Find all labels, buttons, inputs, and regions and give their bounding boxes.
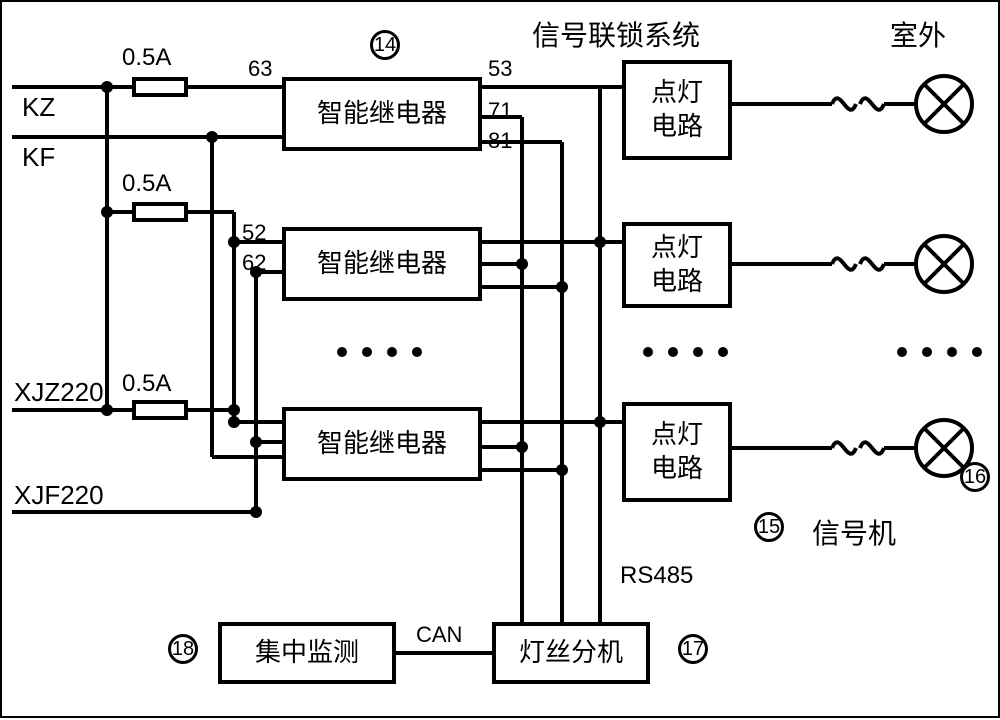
pin-81-label: 81 [488, 128, 512, 154]
can-label: CAN [416, 622, 462, 648]
relay-box-2: 智能继电器 [282, 227, 482, 301]
light-box-2: 点灯 电路 [622, 222, 732, 308]
interlock-header-label: 信号联锁系统 [532, 14, 700, 54]
central-monitor-box: 集中监测 [218, 622, 396, 684]
filament-ext-box: 灯丝分机 [492, 622, 650, 684]
circled-18: 18 [168, 634, 198, 664]
signal-machine-label: 信号机 [812, 512, 896, 552]
fuse-2-label: 0.5A [122, 170, 171, 198]
pin-62-label: 62 [242, 250, 266, 276]
rs485-label: RS485 [620, 562, 693, 590]
relay-box-3: 智能继电器 [282, 407, 482, 481]
kz-label: KZ [22, 92, 55, 123]
pin-52-label: 52 [242, 220, 266, 246]
xjz-label: XJZ220 [14, 377, 104, 408]
xjf-label: XJF220 [14, 480, 104, 511]
circled-15: 15 [754, 512, 784, 542]
relay-box-1: 智能继电器 [282, 77, 482, 151]
circled-14: 14 [370, 30, 400, 60]
pin-53-label: 53 [488, 56, 512, 82]
circled-17: 17 [678, 634, 708, 664]
fuse-1-label: 0.5A [122, 44, 171, 72]
kf-label: KF [22, 142, 55, 173]
fuse-3 [132, 400, 188, 420]
light-box-3: 点灯 电路 [622, 402, 732, 502]
fuse-3-label: 0.5A [122, 370, 171, 398]
pin-63-label: 63 [248, 56, 272, 82]
fuse-1 [132, 77, 188, 97]
diagram-canvas: 信号联锁系统 室外 14 15 16 17 18 KZ KF XJZ220 XJ… [0, 0, 1000, 718]
fuse-2 [132, 202, 188, 222]
circled-16: 16 [960, 462, 990, 492]
pin-71-label: 71 [488, 98, 512, 124]
outdoor-label: 室外 [890, 14, 946, 54]
light-box-1: 点灯 电路 [622, 60, 732, 160]
